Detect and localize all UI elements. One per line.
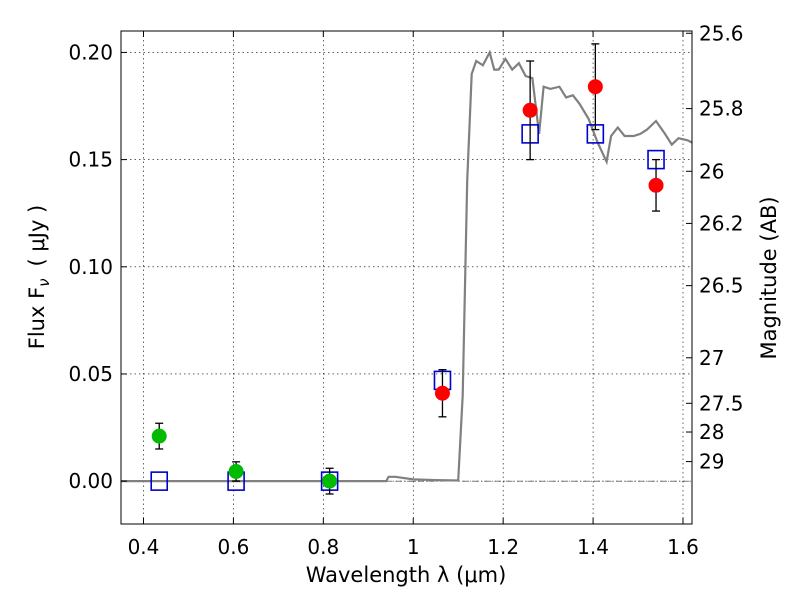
grid-lines	[121, 31, 692, 524]
y-axis-label-unit: ( μJy )	[25, 205, 49, 267]
y-axis-label: Flux Fν ( μJy )	[25, 205, 53, 350]
x-axis-label: Wavelength λ (μm)	[306, 563, 507, 587]
detection-point	[587, 79, 603, 95]
magnitude-tick-label: 26.5	[699, 274, 744, 298]
x-tick-label: 1.2	[487, 535, 519, 559]
y-tick-label: 0.10	[68, 255, 113, 279]
detection-point	[434, 385, 450, 401]
magnitude-tick-label: 27	[699, 346, 724, 370]
x-tick-label: 1	[407, 535, 420, 559]
detection-point	[522, 102, 538, 118]
nondetection-point	[322, 473, 338, 489]
axes: 0.00 0.05 0.10 0.15 0.20 0.4 0.6 0.8 1 1.2 1.4 1.6 2…	[68, 21, 743, 559]
y-tick-label: 0.20	[68, 40, 113, 64]
model-photometry-square	[150, 471, 169, 491]
y-tick-label: 0.00	[68, 469, 113, 493]
magnitude-tick-label: 29	[699, 450, 724, 474]
magnitude-tick-label: 25.8	[699, 97, 744, 121]
nondetection-point	[151, 428, 167, 444]
x-tick-label: 0.8	[307, 535, 339, 559]
plot-frame	[120, 30, 693, 525]
magnitude-tick-label: 25.6	[699, 21, 744, 45]
magnitude-tick-label: 27.5	[699, 391, 744, 415]
magnitude-tick-label: 26	[699, 159, 724, 183]
x-tick-label: 1.6	[667, 535, 699, 559]
right-axis-label-group: Magnitude (AB)	[757, 196, 781, 359]
magnitude-tick-label: 26.2	[699, 211, 744, 235]
plot-area	[121, 43, 693, 495]
model-sed-line	[121, 49, 693, 483]
y-tick-label: 0.05	[68, 362, 113, 386]
x-tick-label: 0.6	[217, 535, 249, 559]
right-axis-label: Magnitude (AB)	[757, 196, 781, 359]
y-tick-label: 0.15	[68, 148, 113, 172]
y-axis-label-text: Flux F	[25, 287, 49, 349]
nondetection-point	[228, 463, 244, 479]
x-tick-label: 1.4	[577, 535, 609, 559]
detection-point	[648, 177, 664, 193]
x-tick-label: 0.4	[128, 535, 160, 559]
magnitude-tick-label: 28	[699, 420, 724, 444]
y-axis-label-subscript: ν	[35, 278, 53, 286]
y-axis-label-group: Flux Fν ( μJy )	[25, 205, 53, 350]
